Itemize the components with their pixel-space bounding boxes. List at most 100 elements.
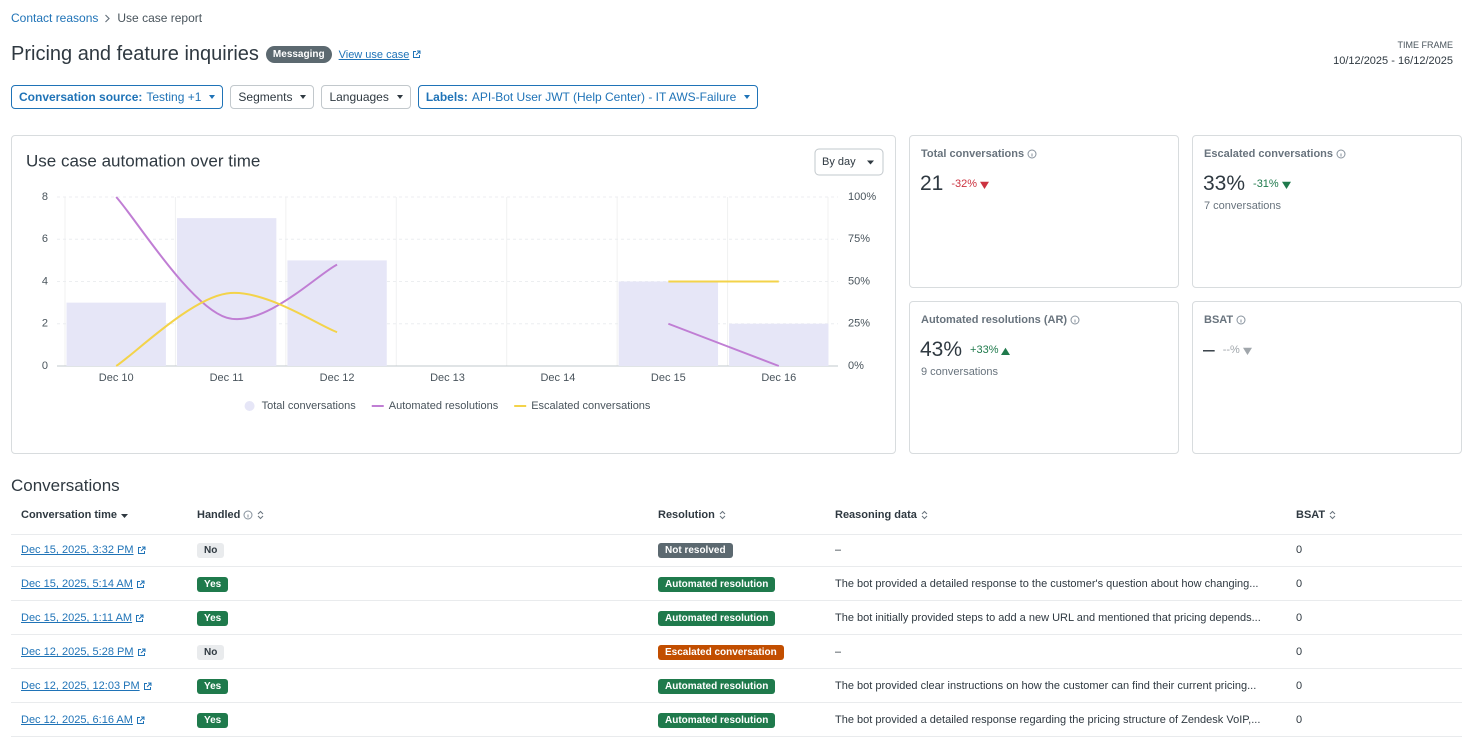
link-text[interactable]: View use case bbox=[338, 48, 410, 61]
filter-label[interactable]: Languages bbox=[329, 90, 389, 104]
icon bbox=[143, 682, 152, 690]
column-header-text[interactable]: Reasoning data bbox=[835, 509, 917, 521]
column-header[interactable]: Resolution bbox=[658, 509, 727, 521]
column-header[interactable]: Reasoning data bbox=[835, 509, 929, 521]
column-header-text[interactable]: Resolution bbox=[658, 509, 715, 521]
icon bbox=[137, 648, 146, 656]
y-tick-label: 6 bbox=[42, 233, 48, 245]
metric-card: Escalated conversations 33% -31% 7 conversa… bbox=[1192, 135, 1462, 288]
conversation-time[interactable]: Dec 12, 2025, 12:03 PM bbox=[21, 680, 140, 692]
filter-label[interactable]: Conversation source: bbox=[19, 90, 143, 104]
sort-icon bbox=[120, 514, 128, 518]
external-icon bbox=[136, 580, 145, 588]
conversation-time[interactable]: Dec 12, 2025, 5:28 PM bbox=[21, 646, 134, 658]
external-icon bbox=[413, 50, 421, 58]
section-title: Conversations bbox=[11, 476, 120, 495]
handled-badge: Yes bbox=[197, 577, 229, 592]
bsat-value: 0 bbox=[1296, 544, 1303, 556]
filter-label[interactable]: Labels: bbox=[425, 90, 468, 104]
reasoning-text: The bot initially provided steps to add … bbox=[835, 612, 1261, 624]
info-icon bbox=[1070, 315, 1080, 325]
bar bbox=[66, 302, 166, 366]
metric-card: BSAT – --% bbox=[1192, 301, 1462, 454]
column-header-text[interactable]: Conversation time bbox=[21, 509, 117, 521]
metric-title: Escalated conversations bbox=[1204, 148, 1346, 160]
sort-icon bbox=[921, 510, 928, 520]
conversation-time[interactable]: Dec 12, 2025, 6:16 AM bbox=[21, 714, 133, 726]
filter-button[interactable]: Languages bbox=[321, 85, 411, 109]
conversation-link[interactable]: Dec 12, 2025, 12:03 PM bbox=[21, 678, 152, 694]
reasoning-text: – bbox=[835, 646, 842, 658]
icon bbox=[921, 510, 928, 520]
chart-card: Use case automation over time By day 0 2 4… bbox=[11, 135, 896, 454]
y-tick-label: 0 bbox=[42, 360, 48, 372]
bsat-value: 0 bbox=[1296, 612, 1303, 624]
reasoning-text: The bot provided clear instructions on h… bbox=[835, 680, 1257, 692]
reasoning-text: The bot provided a detailed response to … bbox=[835, 578, 1259, 590]
view-use-case-link[interactable]: View use case bbox=[339, 49, 422, 61]
filter-button[interactable]: Labels: API-Bot User JWT (Help Center) - … bbox=[417, 85, 759, 109]
column-header[interactable]: Conversation time bbox=[21, 509, 129, 521]
filter-value[interactable]: Testing +1 bbox=[146, 90, 202, 104]
trend-down bbox=[1281, 181, 1291, 189]
time-frame-label: TIME FRAME bbox=[1397, 40, 1454, 50]
resolution-badge: Automated resolution bbox=[658, 713, 776, 728]
conversation-link[interactable]: Dec 15, 2025, 3:32 PM bbox=[21, 542, 146, 558]
filter-button[interactable]: Segments bbox=[230, 85, 315, 109]
icon bbox=[137, 546, 146, 554]
conversation-time[interactable]: Dec 15, 2025, 1:11 AM bbox=[21, 612, 133, 624]
legend-label: Escalated conversations bbox=[531, 400, 651, 412]
icon bbox=[1236, 315, 1246, 325]
metric-value-row: 33% -31% bbox=[1203, 172, 1291, 196]
metric-title: Automated resolutions (AR) bbox=[921, 314, 1080, 326]
metric-change: --% bbox=[1222, 344, 1240, 356]
column-header-text[interactable]: BSAT bbox=[1296, 509, 1326, 521]
column-header[interactable]: Handled bbox=[197, 509, 265, 521]
y2-tick-label: 75% bbox=[848, 233, 870, 245]
column-header-text[interactable]: Handled bbox=[197, 509, 241, 521]
info-icon bbox=[1027, 149, 1037, 159]
external-icon bbox=[137, 546, 146, 554]
line bbox=[115, 280, 779, 367]
conversation-time[interactable]: Dec 15, 2025, 5:14 AM bbox=[21, 578, 133, 590]
time-frame-value: 10/12/2025 - 16/12/2025 bbox=[1333, 55, 1453, 67]
metric-value: – bbox=[1203, 338, 1215, 361]
channel-badge: Messaging bbox=[265, 46, 332, 63]
filter-label[interactable]: Segments bbox=[238, 90, 293, 104]
metric-value: 43% bbox=[920, 338, 963, 361]
metric-change: +33% bbox=[970, 344, 999, 356]
metric-value-row: 21 -32% bbox=[920, 172, 990, 196]
column-header[interactable]: BSAT bbox=[1296, 509, 1337, 521]
external-icon bbox=[136, 614, 144, 622]
filter-value[interactable]: API-Bot User JWT (Help Center) - IT AWS-… bbox=[471, 90, 737, 104]
filter-button[interactable]: Conversation source: Testing +1 bbox=[11, 85, 224, 109]
breadcrumb-link[interactable]: Contact reasons bbox=[11, 11, 99, 25]
trend-down bbox=[1242, 347, 1252, 355]
period-select[interactable] bbox=[814, 148, 884, 176]
handled-badge: No bbox=[197, 543, 225, 558]
conversation-time[interactable]: Dec 15, 2025, 3:32 PM bbox=[21, 544, 134, 556]
conversation-link[interactable]: Dec 12, 2025, 5:28 PM bbox=[21, 644, 146, 660]
dropdown-arrow bbox=[396, 95, 403, 99]
metric-title-text: Total conversations bbox=[921, 148, 1025, 160]
conversation-link[interactable]: Dec 15, 2025, 5:14 AM bbox=[21, 576, 145, 592]
resolution-badge: Automated resolution bbox=[658, 679, 776, 694]
x-tick-label: Dec 15 bbox=[651, 372, 686, 384]
sort-icon bbox=[719, 510, 726, 520]
conversation-link[interactable]: Dec 15, 2025, 1:11 AM bbox=[21, 610, 144, 626]
icon bbox=[1027, 149, 1037, 159]
row-divider bbox=[11, 634, 1462, 635]
trend-down bbox=[980, 181, 990, 189]
metric-change: -32% bbox=[951, 178, 978, 190]
period-select-label[interactable]: By day bbox=[822, 156, 856, 168]
legend-label: Total conversations bbox=[262, 400, 357, 412]
conversation-link[interactable]: Dec 12, 2025, 6:16 AM bbox=[21, 712, 145, 728]
y-tick-label: 8 bbox=[42, 191, 48, 203]
row-divider bbox=[11, 702, 1462, 703]
metric-detail: 7 conversations bbox=[1204, 200, 1282, 212]
time-frame[interactable]: TIME FRAME 10/12/2025 - 16/12/2025 bbox=[1333, 40, 1453, 67]
icon bbox=[1070, 315, 1080, 325]
bar bbox=[287, 260, 387, 366]
row-divider bbox=[11, 600, 1462, 601]
metric-detail: 9 conversations bbox=[921, 366, 999, 378]
